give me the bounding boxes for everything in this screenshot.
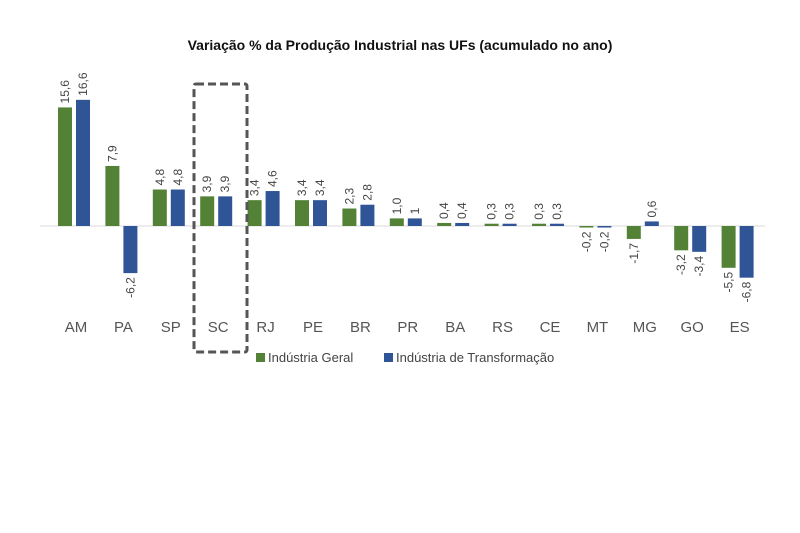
data-label: 2,3 <box>342 188 356 205</box>
data-label: 7,9 <box>105 145 119 162</box>
bar-transformacao-CE <box>550 223 564 226</box>
bar-geral-BA <box>437 222 452 226</box>
bar-geral-RS <box>484 223 499 226</box>
bar-transformacao-ES <box>739 226 754 278</box>
bar-geral-MG <box>626 226 641 239</box>
bar-transformacao-BR <box>360 204 375 226</box>
data-label: 0,3 <box>485 203 499 220</box>
x-tick-label: PE <box>303 319 323 336</box>
bar-transformacao-GO <box>692 226 707 252</box>
bar-transformacao-RS <box>502 223 517 226</box>
legend-swatch-transformacao <box>384 353 393 362</box>
data-label: 3,4 <box>248 179 262 196</box>
data-label: -6,2 <box>123 277 137 298</box>
data-label: 3,4 <box>313 179 327 196</box>
x-tick-label: RS <box>492 319 513 336</box>
bar-geral-CE <box>532 223 546 226</box>
data-label: 0,3 <box>503 203 517 220</box>
data-label: 0,6 <box>645 200 659 217</box>
x-tick-label: MT <box>587 319 609 336</box>
x-tick-label: SC <box>208 319 229 336</box>
data-label: -0,2 <box>579 231 593 252</box>
data-label: -3,2 <box>674 254 688 275</box>
data-label: -5,5 <box>722 271 736 292</box>
bar-transformacao-MT <box>597 226 612 228</box>
bar-geral-PA <box>105 165 120 226</box>
data-label: 4,8 <box>153 169 167 186</box>
x-tick-label: PR <box>397 319 418 336</box>
x-tick-label: BA <box>445 319 465 336</box>
legend-swatch-geral <box>256 353 265 362</box>
bar-geral-AM <box>58 107 72 226</box>
bar-geral-ES <box>721 226 736 268</box>
data-label: 15,6 <box>58 80 72 104</box>
highlight-box <box>192 82 249 354</box>
legend-label-transformacao: Indústria de Transformação <box>396 350 554 365</box>
x-tick-label: AM <box>65 319 88 336</box>
bar-transformacao-SP <box>170 189 185 226</box>
x-tick-label: BR <box>350 319 371 336</box>
data-label: 0,3 <box>532 203 546 220</box>
data-label: 1 <box>408 207 422 214</box>
data-label: 3,9 <box>200 175 214 192</box>
bar-transformacao-RJ <box>265 191 280 226</box>
bar-transformacao-AM <box>76 99 90 226</box>
x-tick-label: CE <box>540 319 561 336</box>
bar-geral-RJ <box>247 200 262 226</box>
legend: Indústria Geral Indústria de Transformaç… <box>256 350 554 365</box>
x-tick-label: GO <box>681 319 704 336</box>
bar-transformacao-MG <box>644 221 659 226</box>
data-label: 3,4 <box>295 179 309 196</box>
bar-geral-GO <box>674 226 689 251</box>
bar-geral-SP <box>152 189 167 226</box>
bar-transformacao-PA <box>123 226 138 274</box>
data-label: -6,8 <box>740 281 754 302</box>
x-tick-label: MG <box>633 319 657 336</box>
bar-transformacao-BA <box>455 222 470 226</box>
data-label: -0,2 <box>597 231 611 252</box>
bar-geral-BR <box>342 208 357 226</box>
data-label: 1,0 <box>390 197 404 214</box>
legend-label-geral: Indústria Geral <box>268 350 353 365</box>
chart-title: Variação % da Produção Industrial nas UF… <box>188 37 613 53</box>
x-tick-label: SP <box>161 319 181 336</box>
data-label: 0,4 <box>455 202 469 219</box>
x-tick-label: ES <box>730 319 750 336</box>
bar-geral-SC <box>200 196 215 226</box>
data-label: 0,3 <box>550 203 564 220</box>
data-label: 16,6 <box>76 72 90 96</box>
bar-geral-PE <box>295 200 309 226</box>
data-label: -3,4 <box>692 256 706 277</box>
data-label: -1,7 <box>627 243 641 264</box>
bar-transformacao-PR <box>407 218 422 226</box>
bar-transformacao-SC <box>218 196 233 226</box>
x-tick-label: PA <box>114 319 133 336</box>
data-label: 0,4 <box>437 202 451 219</box>
bar-transformacao-PE <box>313 200 327 226</box>
bar-geral-PR <box>389 218 404 226</box>
data-label: 4,8 <box>171 169 185 186</box>
data-label: 3,9 <box>218 175 232 192</box>
bar-geral-MT <box>579 226 594 228</box>
x-tick-label: RJ <box>256 319 274 336</box>
data-label: 2,8 <box>360 184 374 201</box>
data-label: 4,6 <box>266 170 280 187</box>
